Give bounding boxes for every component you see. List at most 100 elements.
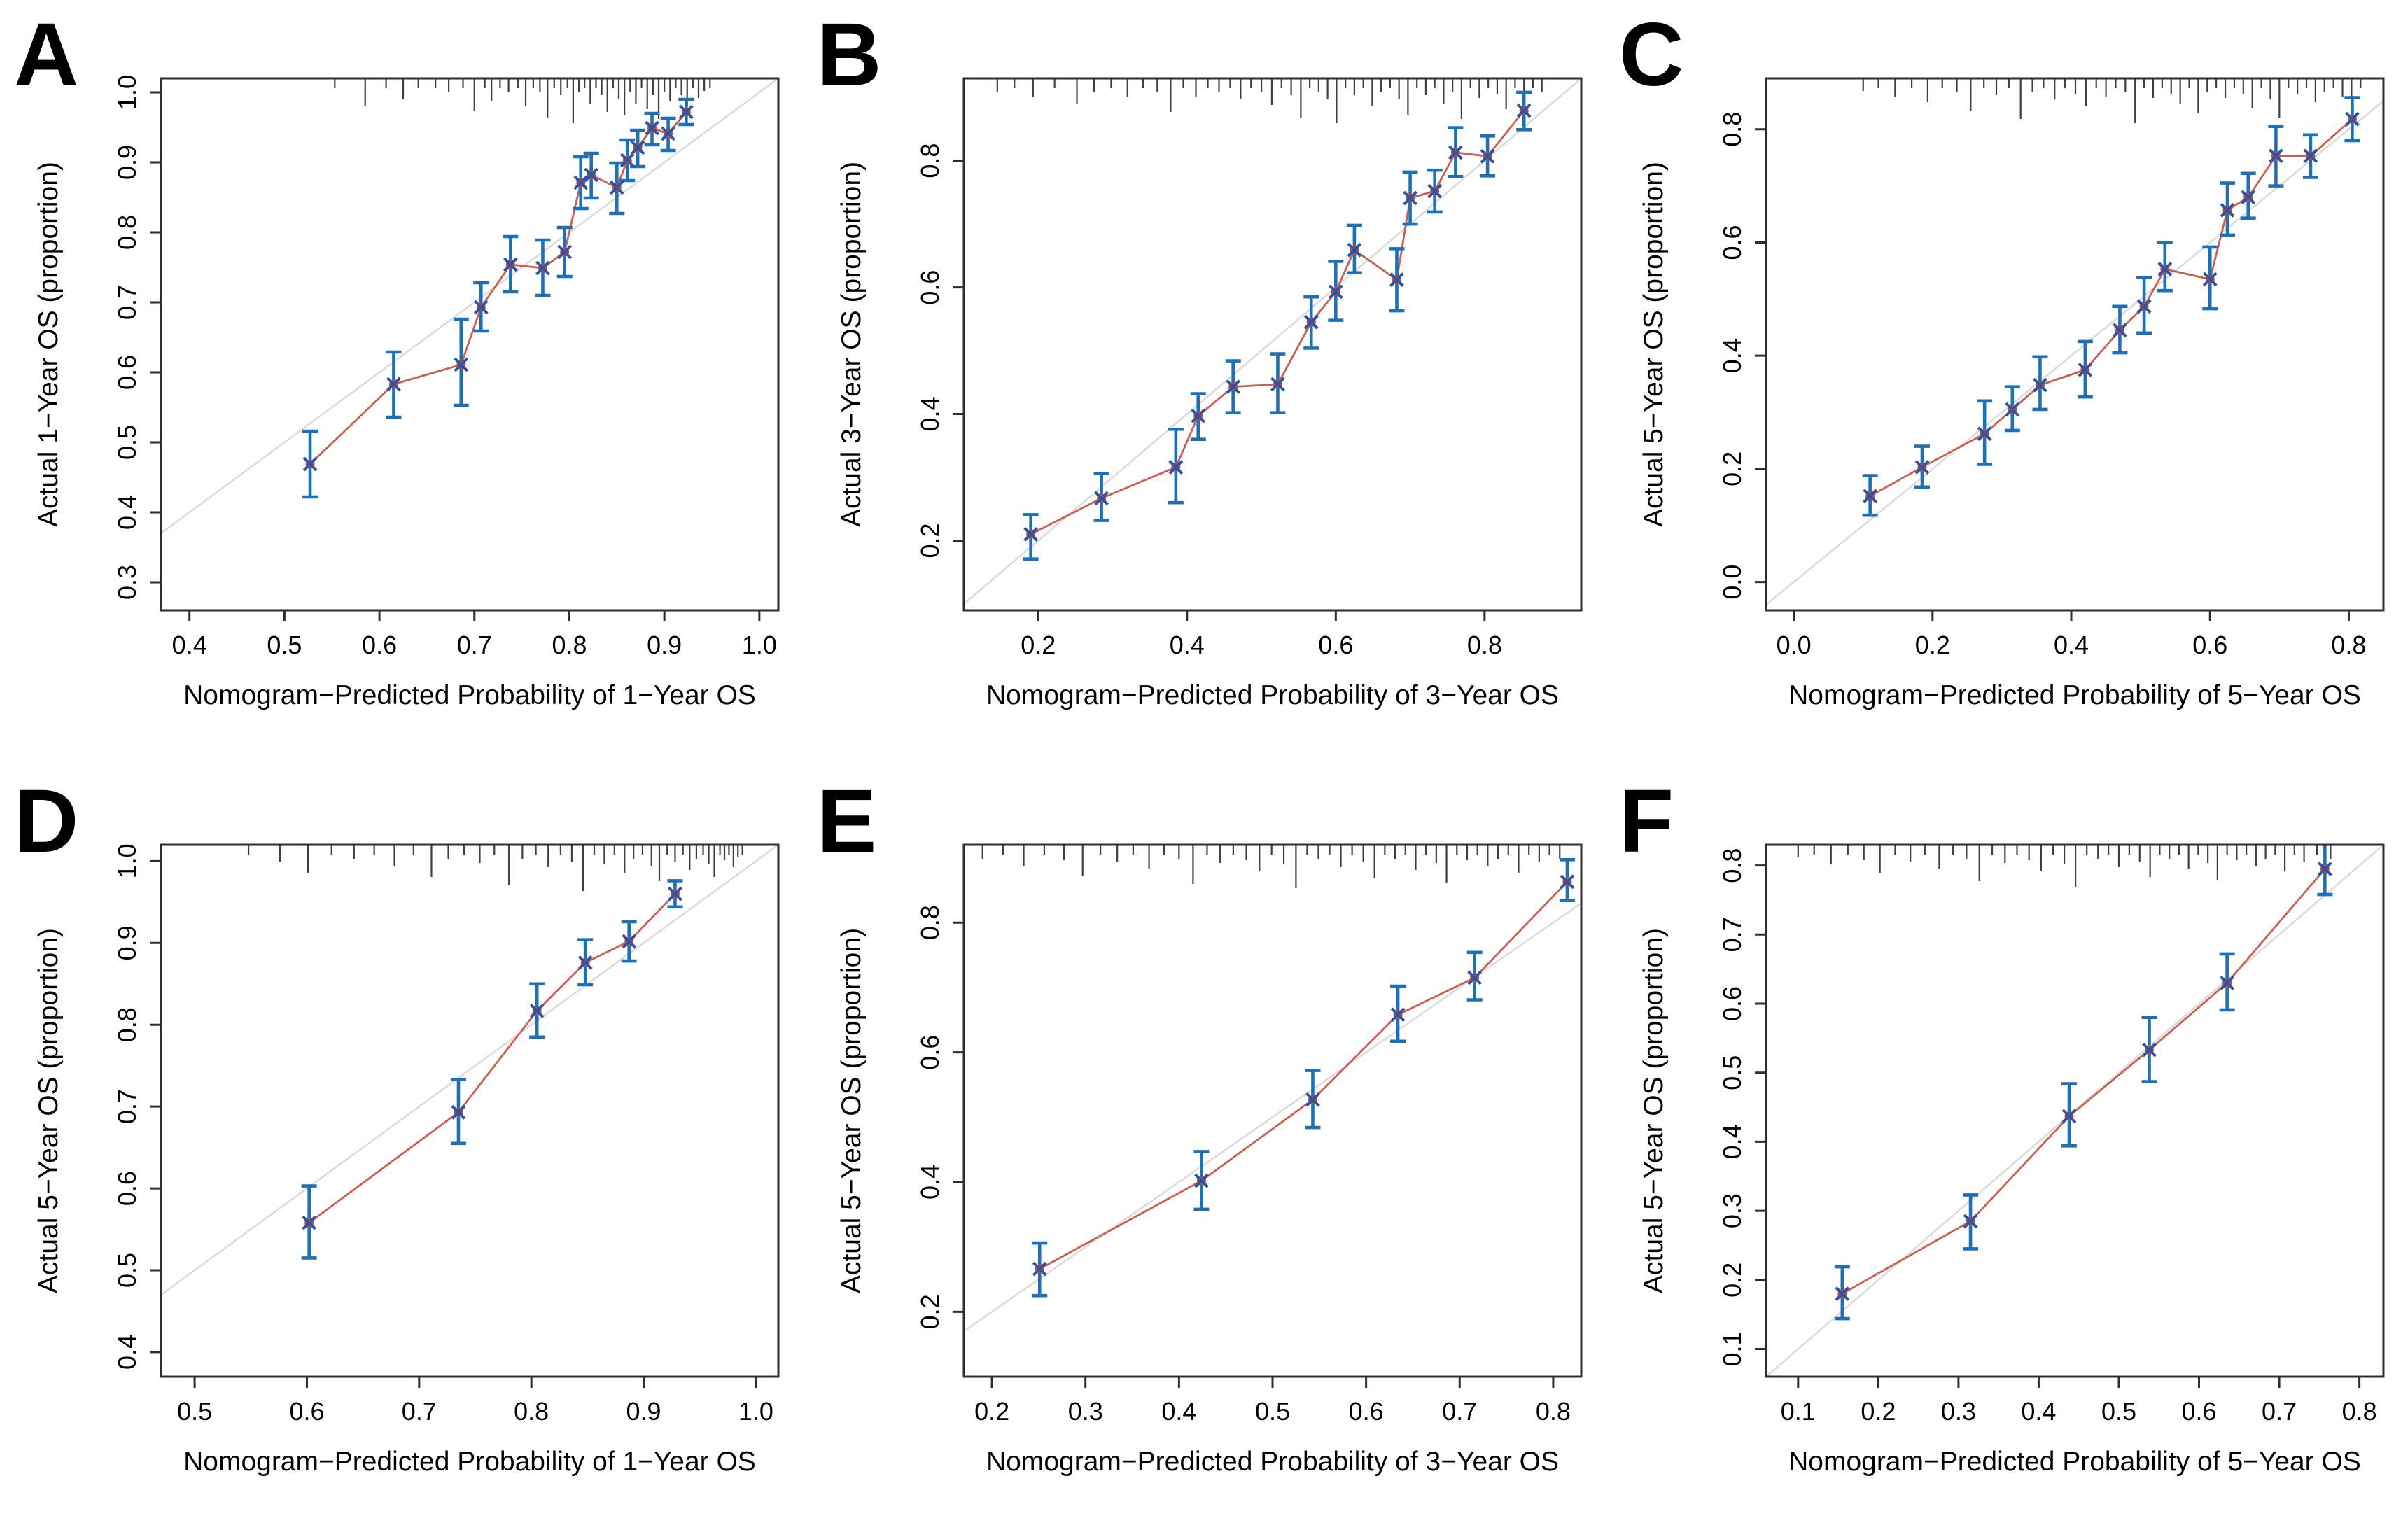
calibration-line	[1039, 880, 1568, 1270]
data-point-marker	[1427, 183, 1442, 199]
x-tick-label: 0.6	[2193, 631, 2228, 659]
data-point-marker	[1389, 272, 1404, 288]
x-axis-label: Nomogram−Predicted Probability of 1−Year…	[183, 1447, 756, 1477]
y-axis-label: Actual 5−Year OS (proportion)	[836, 927, 867, 1293]
panel-letter: A	[14, 5, 78, 105]
x-tick-label: 0.8	[2342, 1396, 2377, 1425]
data-point-marker	[2157, 262, 2173, 276]
y-tick-label: 0.6	[916, 270, 944, 305]
x-tick-label: 1.0	[738, 1396, 774, 1425]
x-tick-label: 1.0	[742, 631, 777, 659]
data-point-marker	[668, 886, 682, 901]
panel-B: 0.2 0.4 0.6 0.8 0.2 0.4 0.6 0.8 Nomogram−Predict…	[803, 0, 1606, 766]
panel-letter: D	[14, 771, 78, 871]
x-axis-label: Nomogram−Predicted Probability of 5−Year…	[1788, 680, 2361, 710]
x-tick-label: 0.6	[362, 631, 397, 659]
data-point-marker	[630, 140, 645, 155]
y-tick-label: 0.4	[916, 1164, 944, 1199]
plot-area	[1766, 844, 2384, 1377]
panel-A: 0.4 0.5 0.6 0.7 0.8 0.9 1.0 0.3 0.4 0.5 0.6 0.7 0.8 0…	[0, 0, 803, 766]
plot-area	[160, 844, 778, 1295]
y-tick-label: 0.5	[113, 425, 141, 460]
data-point-marker	[1448, 145, 1463, 160]
y-tick-label: 0.2	[1718, 451, 1746, 486]
calibration-line	[309, 111, 687, 465]
data-point-marker	[2005, 402, 2020, 417]
y-tick-label: 0.4	[113, 495, 141, 530]
y-tick-label: 1.0	[113, 843, 141, 878]
data-point-marker	[1560, 873, 1575, 889]
x-tick-label: 0.1	[1781, 1396, 1816, 1425]
y-tick-label: 0.7	[113, 285, 141, 320]
rug-marks	[247, 844, 743, 891]
y-tick-label: 0.6	[1718, 225, 1746, 260]
data-point-marker	[2220, 975, 2235, 990]
x-tick-label: 0.5	[177, 1396, 212, 1425]
y-tick-label: 0.8	[1718, 848, 1746, 883]
x-tick-label: 0.3	[1941, 1396, 1976, 1425]
plot-area	[963, 78, 1581, 605]
data-point-marker	[645, 120, 659, 136]
y-tick-label: 0.2	[916, 1294, 944, 1329]
data-point-marker	[454, 357, 469, 372]
y-tick-label: 0.8	[916, 143, 944, 178]
data-point-marker	[1194, 1173, 1209, 1188]
data-point-marker	[1190, 408, 1205, 423]
y-tick-label: 0.9	[113, 145, 141, 180]
y-tick-label: 0.4	[916, 397, 944, 432]
x-tick-label: 0.4	[1161, 1397, 1196, 1426]
calibration-line	[1030, 110, 1525, 535]
plot-border	[160, 77, 780, 612]
data-point-marker	[1977, 426, 1992, 442]
panel-F: 0.1 0.2 0.3 0.4 0.5 0.6 0.7 0.8 0.1 0.2 0.3 0.4 0.5 0…	[1605, 766, 2408, 1532]
plot-border	[962, 843, 1583, 1377]
reference-diagonal	[1766, 100, 2384, 605]
x-tick-label: 0.6	[1348, 1397, 1383, 1426]
y-tick-label: 0.2	[1718, 1262, 1746, 1297]
data-point-marker	[1516, 103, 1532, 118]
x-tick-label: 0.2	[1861, 1396, 1896, 1425]
rug-marks	[1862, 78, 2362, 123]
data-point-marker	[1168, 460, 1183, 475]
calibration-line	[1870, 118, 2353, 497]
x-tick-label: 0.6	[289, 1396, 324, 1425]
rug-marks	[996, 78, 1543, 123]
x-tick-label: 0.5	[2101, 1396, 2136, 1425]
plot-border	[1765, 843, 2385, 1377]
data-point-marker	[1347, 242, 1362, 258]
reference-diagonal	[160, 844, 778, 1295]
plot-area	[963, 844, 1581, 1332]
x-tick-label: 0.6	[2182, 1396, 2217, 1425]
data-point-marker	[302, 456, 318, 472]
data-point-marker	[451, 1104, 466, 1120]
data-point-marker	[1270, 377, 1285, 392]
data-point-marker	[578, 955, 593, 970]
x-tick-label: 0.2	[1021, 631, 1056, 659]
y-tick-label: 0.2	[916, 523, 944, 558]
x-tick-label: 0.3	[1068, 1397, 1102, 1426]
x-tick-label: 0.8	[1536, 1397, 1571, 1426]
x-axis-label: Nomogram−Predicted Probability of 5−Year…	[1788, 1447, 2361, 1477]
data-point-marker	[2303, 148, 2318, 164]
y-tick-label: 0.3	[113, 565, 141, 600]
y-tick-label: 0.4	[1718, 338, 1746, 373]
data-point-marker	[536, 260, 550, 276]
x-tick-label: 0.4	[2022, 1396, 2057, 1425]
panel-C-chart: 0.0 0.2 0.4 0.6 0.8 0.0 0.2 0.4 0.6 0.8 Nomogram−P…	[1619, 5, 2385, 710]
panel-E: 0.2 0.3 0.4 0.5 0.6 0.7 0.8 0.2 0.4 0.6 0.8 Nomogra…	[803, 766, 1606, 1532]
x-tick-label: 0.5	[267, 631, 302, 659]
x-tick-label: 0.8	[2332, 631, 2367, 659]
panel-letter: E	[817, 771, 876, 871]
plot-border	[1765, 77, 2385, 612]
data-point-marker	[1863, 489, 1878, 504]
panel-F-chart: 0.1 0.2 0.3 0.4 0.5 0.6 0.7 0.8 0.1 0.2 0.3 0.4 0.5 0…	[1619, 771, 2385, 1477]
data-point-marker	[2269, 148, 2284, 164]
x-tick-label: 0.7	[457, 631, 492, 659]
y-tick-label: 0.4	[113, 1334, 141, 1369]
panel-B-chart: 0.2 0.4 0.6 0.8 0.2 0.4 0.6 0.8 Nomogram−Predict…	[817, 5, 1583, 710]
x-axis-label: Nomogram−Predicted Probability of 3−Year…	[986, 680, 1559, 710]
y-axis-label: Actual 1−Year OS (proportion)	[34, 162, 64, 527]
rug-marks	[334, 78, 711, 123]
data-point-marker	[1032, 1261, 1047, 1277]
